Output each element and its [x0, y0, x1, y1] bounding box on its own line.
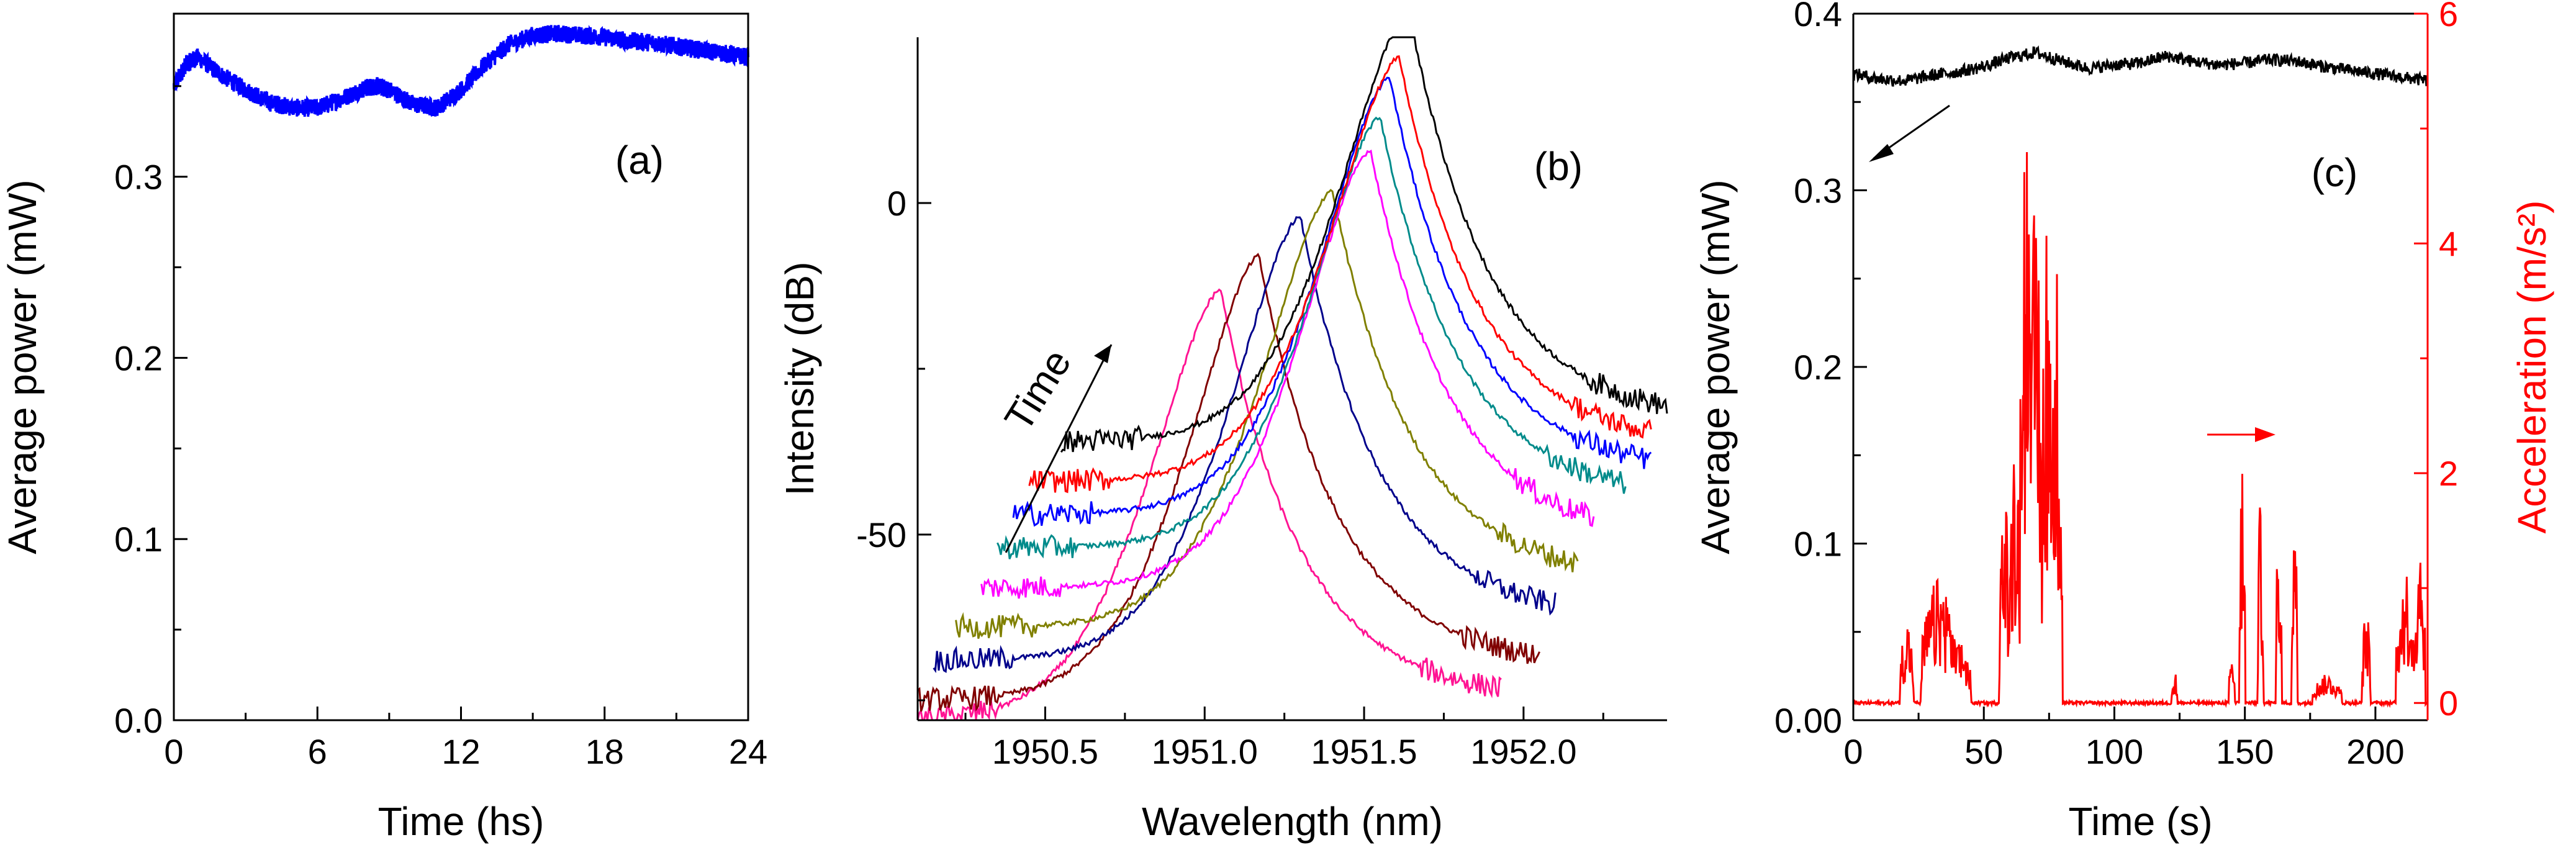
x-axis-title: Time (hs): [378, 799, 545, 844]
series-line-acceleration: [1852, 151, 2429, 708]
spectrum-line-7: [1012, 76, 1652, 527]
spectrum-line-2: [917, 253, 1540, 712]
y-right-axis-title: Acceleration (m/s²): [2510, 201, 2554, 534]
spectrum-line-8: [1028, 55, 1652, 494]
y-right-tick-label: 2: [2439, 454, 2458, 493]
y-tick-label: -50: [856, 515, 906, 554]
x-axis-title: Wavelength (nm): [1142, 799, 1443, 844]
plot-frame: [173, 12, 749, 721]
x-tick-label: 100: [2086, 732, 2143, 771]
x-tick-label: 0: [164, 732, 183, 771]
y-right-tick-label: 0: [2439, 684, 2458, 723]
x-tick-label: 1951.5: [1311, 732, 1417, 771]
y-tick-label: 0.0: [114, 701, 163, 740]
panel-b: 1950.5 1951.0 1951.5 1952.0 0 -50 Wavelength (…: [777, 36, 1668, 844]
y-right-tick-label: 4: [2439, 224, 2458, 263]
time-arrow: [1005, 344, 1113, 553]
spectrum-line-1: [916, 288, 1502, 721]
y-tick-label: 0.1: [114, 520, 163, 559]
spectrum-line-5: [980, 149, 1595, 599]
x-tick-label: 6: [308, 732, 327, 771]
x-tick-label: 50: [1964, 732, 2003, 771]
panel-c: 0 50 100 150 200 0.00 0.1 0.2 0.3 0.4 0 2 4 6 Time (s)…: [1693, 0, 2554, 844]
x-axis-title: Time (s): [2068, 799, 2212, 844]
y-left-tick-label: 0.4: [1794, 0, 1842, 34]
y-axis-title: Average power (mW): [0, 179, 45, 554]
acceleration-axis-arrow-head: [2255, 427, 2275, 442]
y-axis-title: Intensity (dB): [777, 261, 822, 495]
time-arrow-head: [1094, 345, 1111, 363]
y-left-axis-title: Average power (mW): [1693, 179, 1738, 554]
y-right-tick-label: 6: [2439, 0, 2458, 34]
y-left-tick-label: 0.2: [1794, 348, 1842, 387]
x-tick-label: 0: [1843, 732, 1863, 771]
y-tick-label: 0.3: [114, 158, 163, 197]
spectrum-line-3: [933, 216, 1557, 674]
x-tick-label: 150: [2216, 732, 2274, 771]
panel-a: 0 6 12 18 24 0.0 0.1 0.2 0.3 Time (hs) Average pow…: [0, 12, 767, 844]
spectrum-line-4: [955, 189, 1579, 639]
x-tick-label: 24: [729, 732, 767, 771]
x-tick-label: 1952.0: [1470, 732, 1576, 771]
panel-label-b: (b): [1534, 144, 1583, 189]
series-line-average-power: [173, 24, 749, 117]
y-tick-label: 0.2: [114, 338, 163, 377]
series-line-average-power: [1853, 45, 2428, 87]
panel-label-a: (a): [615, 138, 664, 183]
y-left-tick-label: 0.3: [1794, 171, 1842, 210]
y-left-tick-label: 0.00: [1774, 701, 1842, 740]
x-tick-label: 200: [2346, 732, 2404, 771]
x-tick-label: 18: [585, 732, 624, 771]
time-annotation: Time: [996, 341, 1080, 439]
x-tick-label: 1950.5: [992, 732, 1098, 771]
y-left-tick-label: 0.1: [1794, 525, 1842, 564]
x-tick-label: 12: [441, 732, 480, 771]
power-axis-arrow-head: [1869, 144, 1894, 162]
y-tick-label: 0: [887, 184, 906, 223]
spectrum-line-6: [997, 116, 1627, 559]
panel-label-c: (c): [2312, 150, 2358, 195]
spectrum-line-9: [1060, 36, 1668, 453]
x-tick-label: 1951.0: [1152, 732, 1258, 771]
